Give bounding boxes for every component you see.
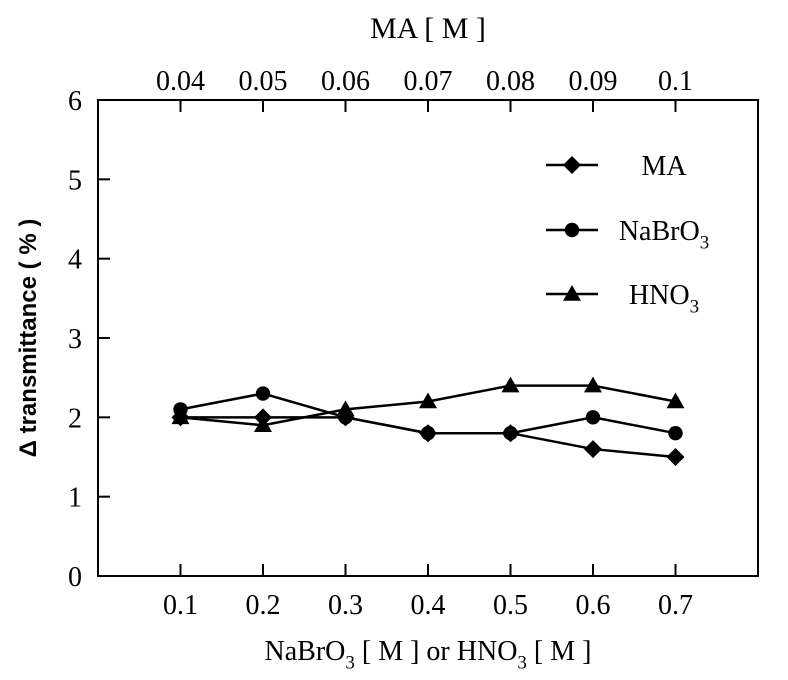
top-axis-title: MA [ M ] <box>370 12 486 45</box>
x-tick-label: 0.2 <box>246 590 281 621</box>
data-point-nabro3 <box>503 426 518 441</box>
legend-marker-hno3 <box>563 285 581 301</box>
legend: MA NaBrO3 HNO3 <box>546 151 709 317</box>
y-tick-label: 4 <box>68 245 82 276</box>
top-tick-label: 0.05 <box>239 66 288 97</box>
x-tick-label: 0.7 <box>658 590 693 621</box>
data-point-ma <box>584 440 602 459</box>
legend-label-nabro3: NaBrO3 <box>619 216 709 253</box>
top-tick-label: 0.06 <box>321 66 370 97</box>
x-tick-label: 0.6 <box>576 590 611 621</box>
data-point-hno3 <box>584 376 602 393</box>
data-point-ma <box>666 448 685 466</box>
top-axis-ticks: 0.04 0.05 0.06 0.07 0.08 0.09 0.1 <box>156 66 693 112</box>
y-tick-label: 5 <box>68 165 82 196</box>
x-tick-label: 0.4 <box>411 590 446 621</box>
x-tick-label: 0.5 <box>493 590 528 621</box>
y-tick-label: 0 <box>68 562 82 593</box>
data-point-hno3 <box>501 376 520 393</box>
data-point-hno3 <box>419 392 437 409</box>
top-tick-label: 0.04 <box>156 66 205 97</box>
legend-marker-ma <box>563 156 581 174</box>
top-tick-label: 0.07 <box>404 66 453 97</box>
y-tick-label: 3 <box>68 324 82 355</box>
data-point-nabro3 <box>585 410 601 425</box>
data-point-hno3 <box>666 392 685 409</box>
legend-label-ma: MA <box>641 151 687 182</box>
x-tick-label: 0.1 <box>163 590 198 621</box>
y-tick-label: 2 <box>68 403 82 434</box>
legend-label-hno3: HNO3 <box>629 280 699 317</box>
y-tick-label: 1 <box>68 483 82 514</box>
top-tick-label: 0.09 <box>569 66 618 97</box>
data-point-hno3 <box>171 408 190 425</box>
top-tick-label: 0.1 <box>658 66 693 97</box>
data-point-nabro3 <box>420 426 436 441</box>
data-point-hno3 <box>336 400 355 417</box>
data-point-hno3 <box>254 416 272 433</box>
data-point-nabro3 <box>668 426 683 441</box>
series-markers <box>171 376 685 466</box>
x-axis-title: NaBrO3 [ M ] or HNO3 [ M ] <box>265 636 592 673</box>
legend-marker-nabro3 <box>564 222 580 238</box>
x-axis-ticks: 0.1 0.2 0.3 0.4 0.5 0.6 0.7 <box>163 564 693 621</box>
top-tick-label: 0.08 <box>486 66 535 97</box>
y-tick-label: 6 <box>68 86 82 117</box>
y-axis-title: Δ transmittance ( % ) <box>15 219 42 458</box>
x-tick-label: 0.3 <box>328 590 363 621</box>
y-axis-ticks: 0 1 2 3 4 5 6 <box>68 86 110 593</box>
data-point-nabro3 <box>255 386 271 401</box>
